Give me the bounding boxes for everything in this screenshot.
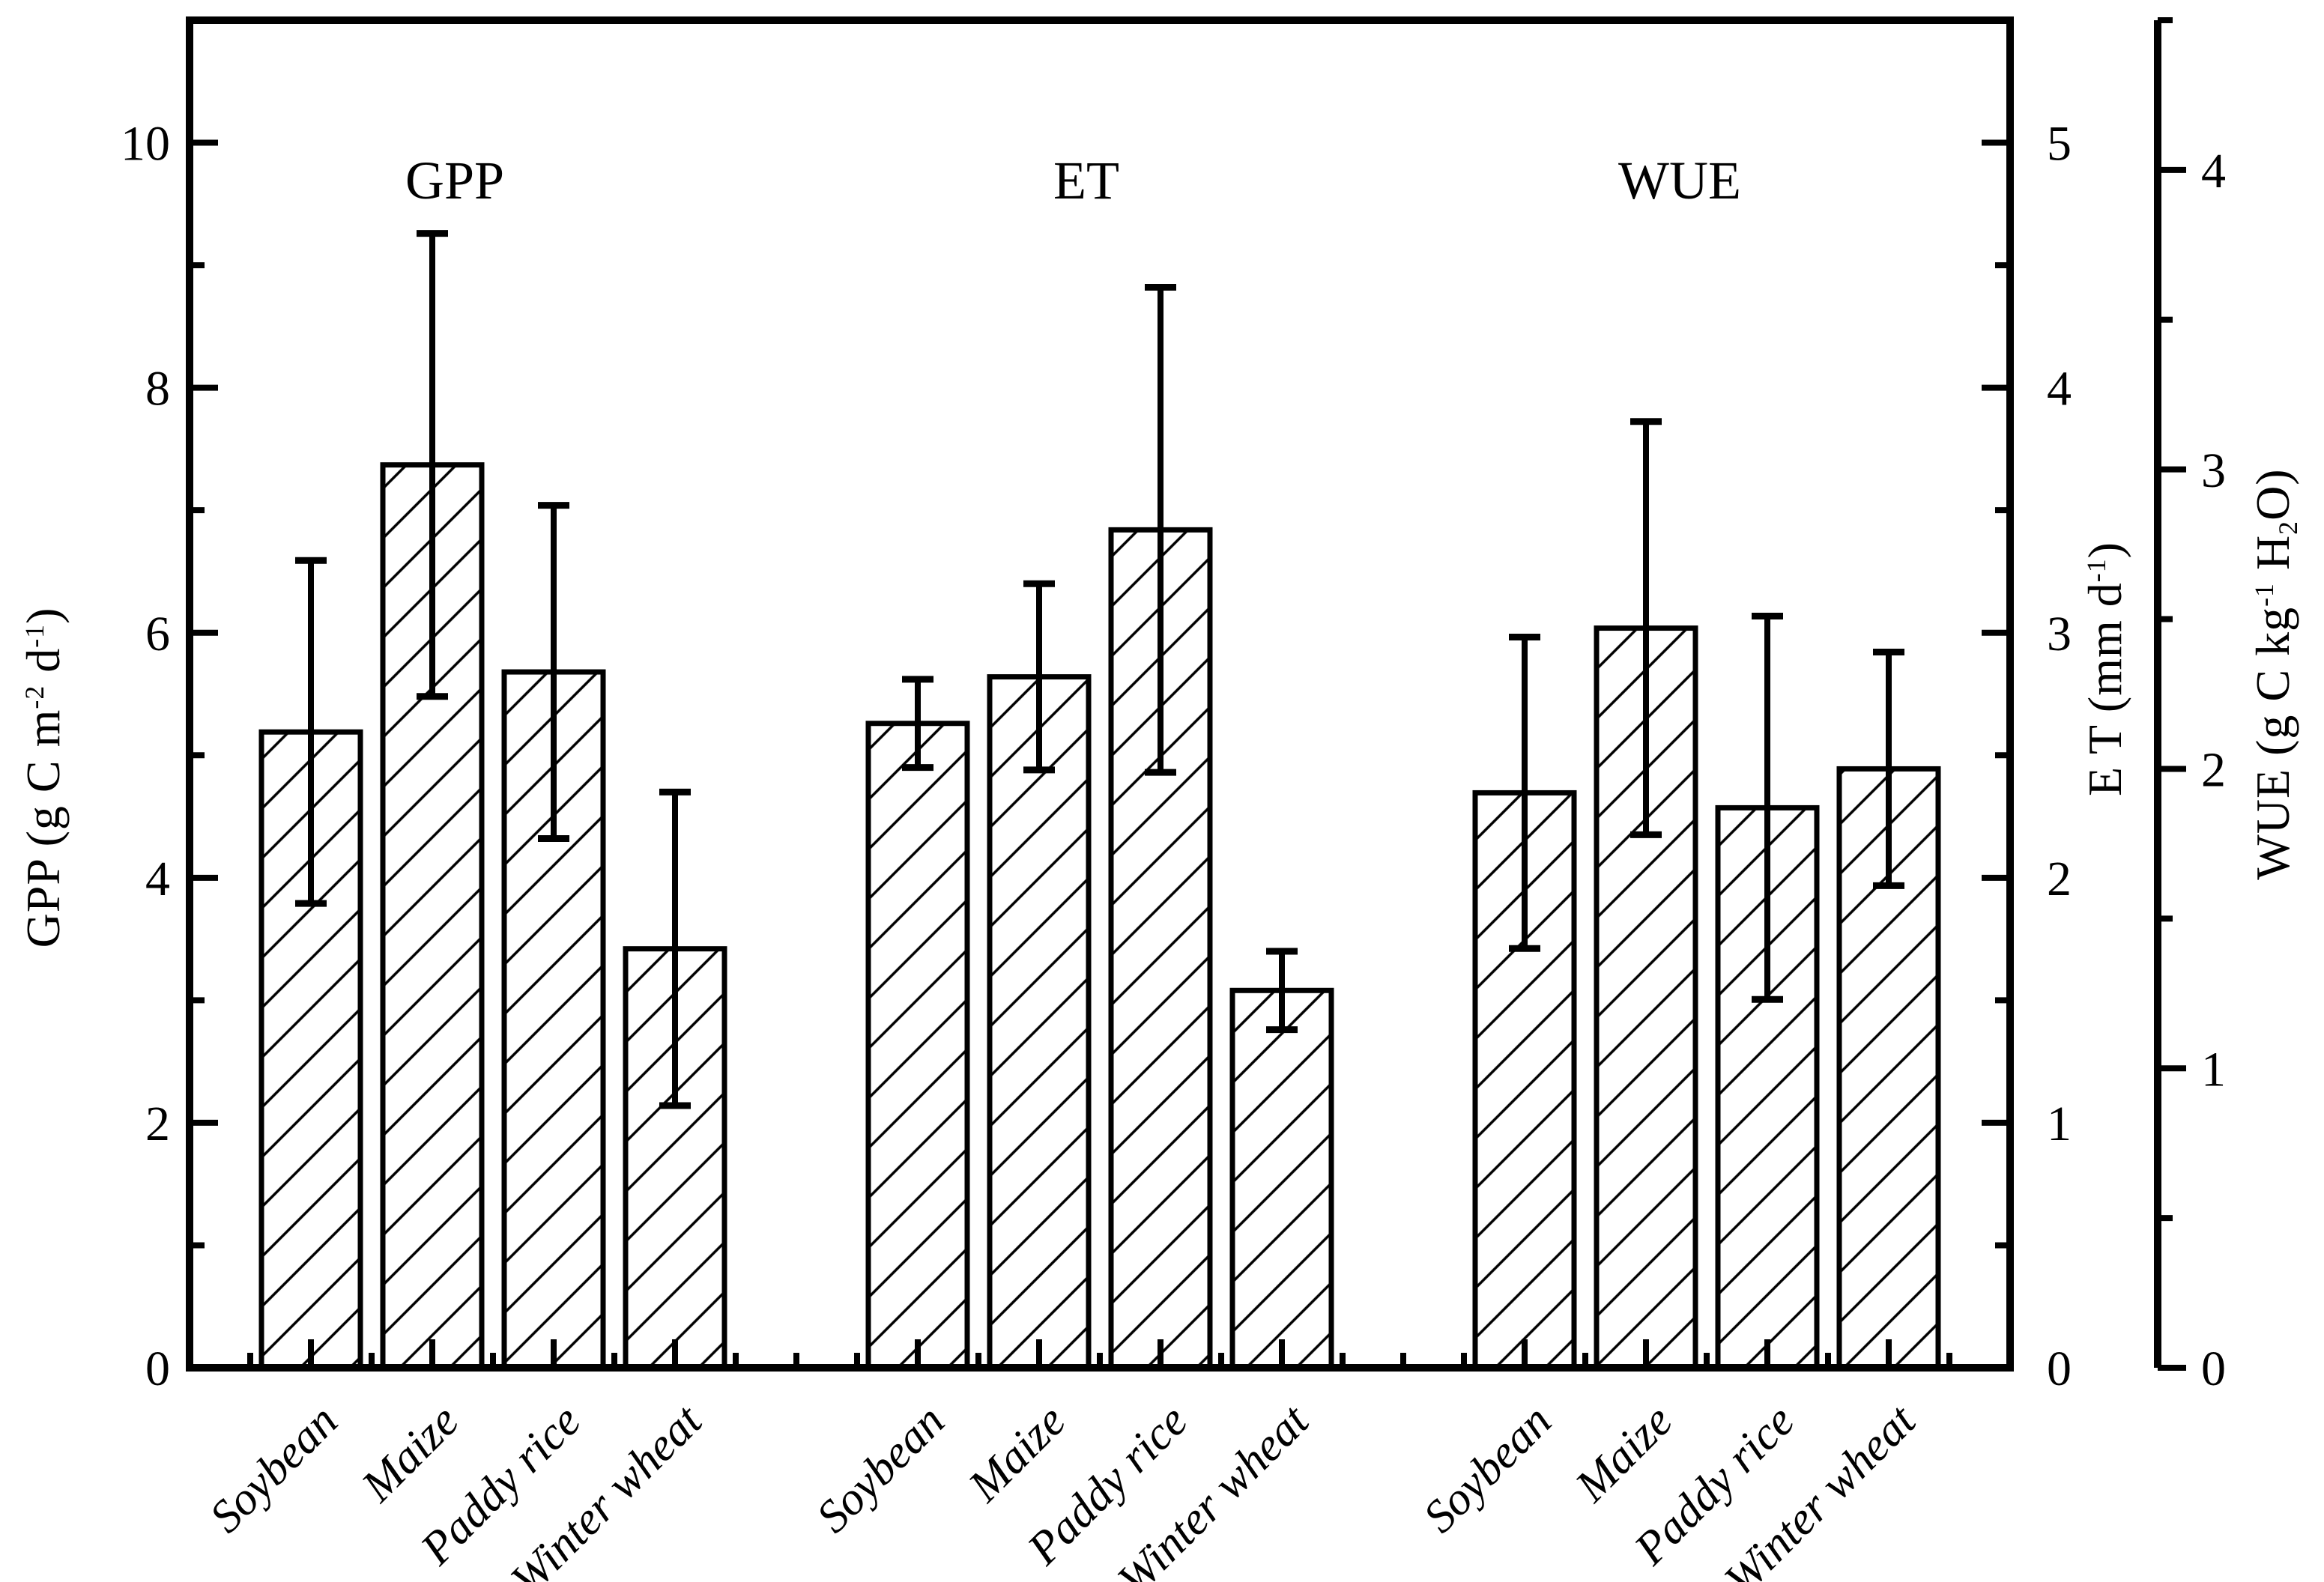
gpp-axis-label-6: 6	[145, 607, 170, 661]
error-bar-wue-paddy-rice	[1752, 613, 1783, 1003]
et-axis: 0 1 2 3 4 5	[1982, 17, 2072, 1396]
group-title-gpp: GPP	[405, 151, 504, 210]
title-text: WUE (g C kg	[2246, 606, 2299, 880]
bar-gpp-winter-wheat	[623, 946, 727, 1371]
x-axis-ticks	[247, 1339, 1952, 1368]
error-bars	[295, 230, 1904, 1109]
wue-axis-label-4: 4	[2201, 144, 2226, 198]
superscript: -1	[2249, 583, 2280, 607]
title-text: d	[16, 647, 70, 685]
gpp-axis-label-0: 0	[145, 1342, 170, 1396]
et-axis-label-0: 0	[2047, 1342, 2072, 1396]
et-axis-label-4: 4	[2047, 362, 2072, 416]
group-titles: GPP ET WUE	[405, 151, 1741, 210]
wue-axis: 0 1 2 3 4	[2158, 17, 2226, 1396]
superscript: -2	[19, 685, 50, 709]
title-text: H	[2246, 534, 2299, 584]
group-title-et: ET	[1053, 151, 1119, 210]
error-bar-gpp-winter-wheat	[659, 788, 691, 1109]
title-text: GPP (g C m	[16, 709, 70, 948]
title-text: )	[16, 607, 70, 624]
superscript: -1	[19, 623, 50, 648]
error-bar-wue-soybean	[1509, 634, 1540, 952]
bar-et-soybean	[865, 721, 970, 1371]
et-axis-title-text: E T (mm d-1)	[2078, 542, 2133, 796]
error-bar-et-winter-wheat	[1266, 948, 1298, 1034]
bars	[258, 462, 1941, 1371]
et-axis-label-1: 1	[2047, 1097, 2072, 1151]
et-axis-label-2: 2	[2047, 852, 2072, 906]
et-axis-label-3: 3	[2047, 607, 2072, 661]
group-title-wue: WUE	[1618, 151, 1741, 210]
error-bar-et-maize	[1023, 580, 1055, 774]
wue-axis-label-1: 1	[2201, 1042, 2226, 1097]
gpp-axis: 0 2 4 6 8 10	[121, 17, 218, 1396]
error-bar-gpp-maize	[417, 230, 448, 700]
bar-et-winter-wheat	[1229, 987, 1334, 1371]
gpp-axis-label-4: 4	[145, 852, 170, 906]
error-bar-gpp-soybean	[295, 557, 327, 907]
wue-axis-title-text: WUE (g C kg-1 H2O)	[2245, 468, 2303, 880]
error-bar-wue-maize	[1630, 418, 1662, 838]
subscript: 2	[2272, 520, 2303, 535]
title-text: O)	[2246, 468, 2299, 521]
gpp-axis-label-2: 2	[145, 1097, 170, 1151]
gpp-axis-label-10: 10	[121, 117, 170, 172]
title-text: E T (mm d	[2078, 582, 2131, 796]
wue-axis-label-3: 3	[2201, 443, 2226, 498]
error-bar-wue-winter-wheat	[1873, 649, 1904, 889]
title-text: )	[2078, 542, 2131, 559]
error-bar-gpp-paddy-rice	[538, 502, 569, 842]
error-bar-et-paddy-rice	[1145, 284, 1176, 776]
bar-et-maize	[987, 674, 1092, 1371]
et-axis-label-5: 5	[2047, 117, 2072, 172]
error-bar-et-soybean	[902, 676, 933, 772]
wue-axis-label-0: 0	[2201, 1342, 2226, 1396]
gpp-axis-label-8: 8	[145, 362, 170, 416]
left-axis-title-text: GPP (g C m-2 d-1)	[16, 607, 71, 948]
superscript: -1	[2081, 558, 2112, 583]
wue-axis-label-2: 2	[2201, 743, 2226, 798]
